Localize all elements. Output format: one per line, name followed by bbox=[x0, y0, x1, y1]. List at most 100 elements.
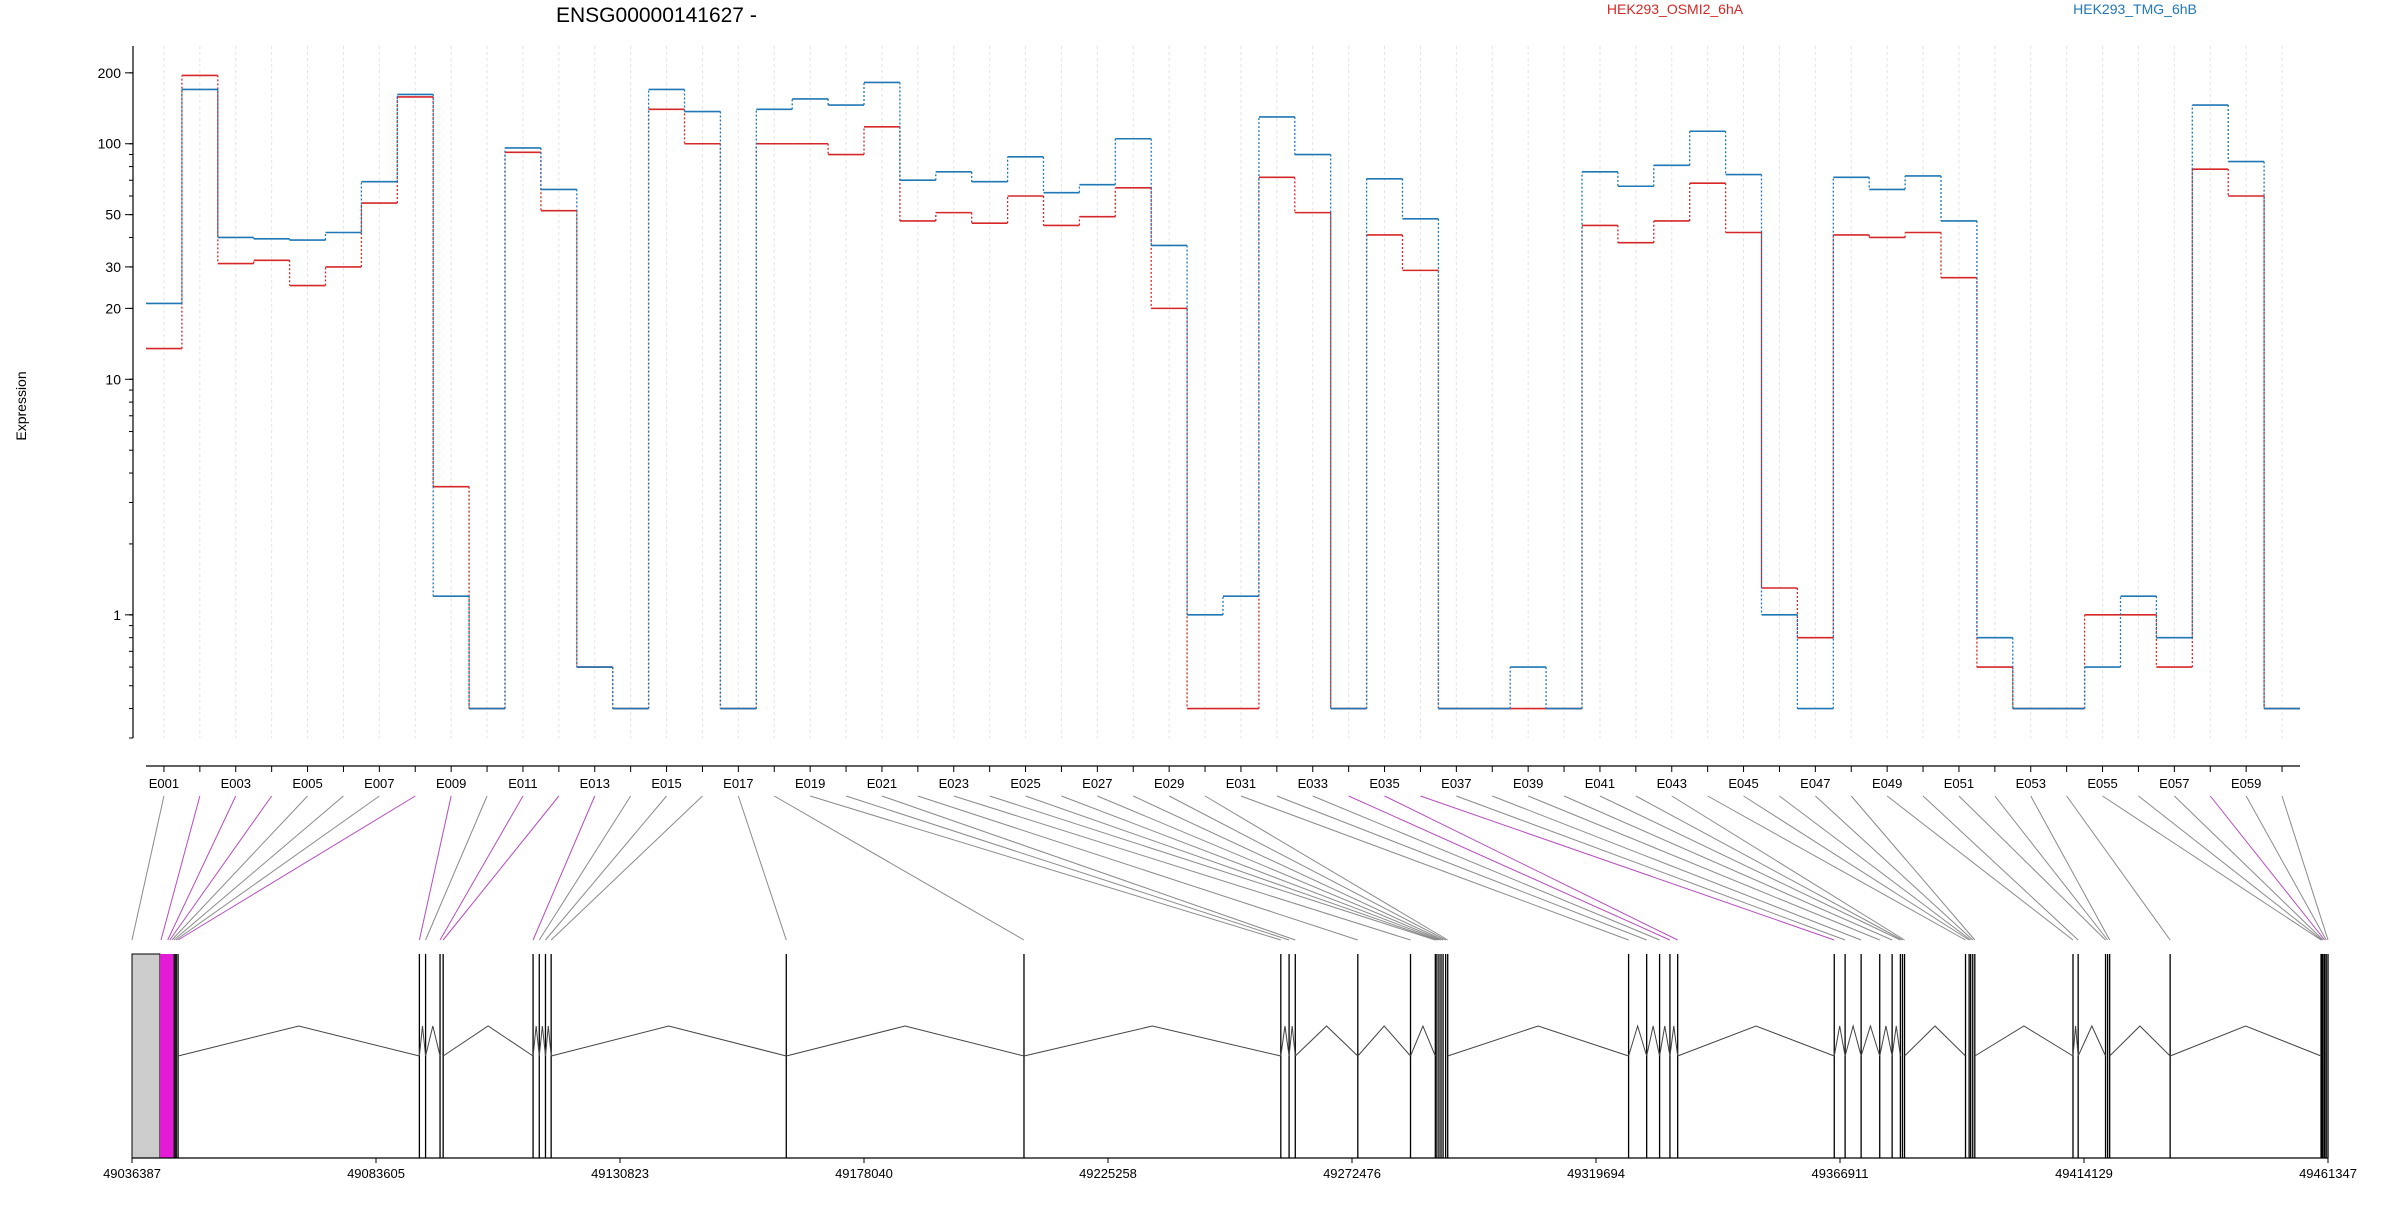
exon-connector bbox=[1635, 795, 1903, 941]
exon-connector bbox=[1348, 795, 1671, 941]
exon-connector bbox=[917, 795, 1358, 941]
exon-connector bbox=[1707, 795, 1966, 941]
untranslated-region-box bbox=[131, 953, 161, 1159]
intron-chevron bbox=[2072, 1025, 2079, 1057]
intron-chevron bbox=[1628, 1024, 1648, 1057]
coordinate-tick-label: 49319694 bbox=[1567, 1166, 1625, 1181]
exon-connector bbox=[1384, 795, 1678, 941]
exon-tick-label: E037 bbox=[1441, 776, 1471, 791]
exon-connector bbox=[2066, 795, 2171, 941]
exon-connector bbox=[442, 795, 560, 941]
coordinate-tick-label: 49414129 bbox=[2055, 1166, 2113, 1181]
exon-connector bbox=[845, 795, 1290, 941]
y-axis: 1 10 20 30 50 100 200 bbox=[98, 46, 134, 739]
exon-connector bbox=[2209, 795, 2326, 941]
intron-chevron bbox=[1904, 1025, 1966, 1057]
exon-connector bbox=[538, 795, 632, 941]
intron-chevron bbox=[1974, 1025, 2074, 1057]
exon-connector bbox=[1886, 795, 2074, 941]
intron-chevron bbox=[1844, 1024, 1862, 1057]
intron-chevron bbox=[177, 1025, 420, 1057]
exon-connector bbox=[1168, 795, 1446, 941]
exon-connector bbox=[2245, 795, 2327, 941]
intron-chevron bbox=[1447, 1025, 1629, 1057]
intron-chevron bbox=[1410, 1024, 1436, 1057]
exon-connector bbox=[1958, 795, 2106, 941]
exon-connector bbox=[1276, 795, 1647, 941]
exon-tick-label: E039 bbox=[1513, 776, 1543, 791]
exon-connector bbox=[1456, 795, 1846, 941]
gene-model bbox=[131, 953, 2329, 1159]
exon-connector bbox=[418, 795, 452, 941]
intron-chevron bbox=[1833, 1025, 1846, 1057]
intron-chevron bbox=[532, 1025, 540, 1057]
exon-connector bbox=[131, 795, 165, 941]
exon-connector bbox=[1743, 795, 1970, 941]
y-tick-label: 100 bbox=[98, 136, 122, 152]
intron-chevron bbox=[1860, 1024, 1881, 1057]
coordinate-tick-label: 49272476 bbox=[1323, 1166, 1381, 1181]
exon-tick-label: E049 bbox=[1872, 776, 1902, 791]
y-tick-label: 10 bbox=[105, 371, 121, 387]
exon-tick-label: E057 bbox=[2159, 776, 2189, 791]
exon-connector bbox=[2281, 795, 2329, 941]
exon-connector bbox=[774, 795, 1025, 941]
exon-connector bbox=[1312, 795, 1660, 941]
exon-tick-label: E009 bbox=[436, 776, 466, 791]
exon-tick-label: E031 bbox=[1226, 776, 1256, 791]
coordinate-tick-label: 49225258 bbox=[1079, 1166, 1137, 1181]
intron-chevron bbox=[1891, 1025, 1901, 1057]
exon-tick-label: E015 bbox=[651, 776, 681, 791]
intron-chevron bbox=[1669, 1025, 1679, 1057]
intron-chevron bbox=[1879, 1025, 1893, 1057]
intron-chevron bbox=[418, 1025, 427, 1057]
exon-connector bbox=[2138, 795, 2323, 941]
exon-tick-label: E027 bbox=[1082, 776, 1112, 791]
exon-tick-label: E013 bbox=[580, 776, 610, 791]
exon-tick-label: E011 bbox=[508, 776, 537, 791]
genomic-coordinate-axis: 49036387 49083605 49130823 49178040 49225258… bbox=[103, 1157, 2357, 1181]
legend-entry: HEK293_OSMI2_6hA bbox=[1607, 1, 1744, 17]
series-HEK293_TMG_6hB bbox=[146, 81, 2300, 710]
coordinate-tick-label: 49130823 bbox=[591, 1166, 649, 1181]
exon-tick-label: E001 bbox=[149, 776, 179, 791]
intron-chevron bbox=[551, 1025, 787, 1057]
exon-connector bbox=[439, 795, 524, 941]
highlighted-exon-box bbox=[159, 954, 174, 1158]
intron-chevron bbox=[442, 1025, 534, 1057]
intron-chevron bbox=[1280, 1025, 1290, 1057]
exon-tick-label: E047 bbox=[1800, 776, 1830, 791]
exon-tick-label: E059 bbox=[2231, 776, 2261, 791]
exon-tick-label: E055 bbox=[2087, 776, 2117, 791]
exon-connector bbox=[1527, 795, 1880, 941]
exon-connector bbox=[160, 795, 201, 941]
exon-connector bbox=[177, 795, 416, 941]
exon-connector bbox=[989, 795, 1436, 941]
exon-connector bbox=[425, 795, 488, 941]
exon-connector bbox=[532, 795, 596, 941]
y-tick-label: 1 bbox=[113, 607, 121, 623]
intron-chevron bbox=[2077, 1024, 2107, 1057]
intron-chevron bbox=[1023, 1025, 1281, 1057]
exon-connector bbox=[1097, 795, 1442, 941]
exon-tick-label: E005 bbox=[292, 776, 322, 791]
y-tick-label: 20 bbox=[105, 300, 121, 316]
exon-tick-label: E043 bbox=[1657, 776, 1687, 791]
intron-chevron bbox=[425, 1025, 441, 1057]
exon-connector bbox=[810, 795, 1281, 941]
guide-lines bbox=[163, 46, 2283, 738]
coordinate-tick-label: 49083605 bbox=[347, 1166, 405, 1181]
intron-chevron bbox=[538, 1025, 546, 1057]
exon-tick-label: E033 bbox=[1298, 776, 1328, 791]
exon-connector bbox=[1671, 795, 1905, 941]
intron-chevron bbox=[1677, 1025, 1835, 1057]
exon-connector bbox=[1922, 795, 2079, 941]
intron-chevron bbox=[544, 1025, 552, 1057]
exon-connector bbox=[953, 795, 1411, 941]
y-tick-label: 50 bbox=[105, 207, 121, 223]
series-group bbox=[146, 74, 2300, 710]
y-tick-label: 200 bbox=[98, 65, 122, 81]
exon-axis: E001 E003 E005 E007 E009 E011 E013 E015 E017 E019… bbox=[146, 765, 2300, 791]
